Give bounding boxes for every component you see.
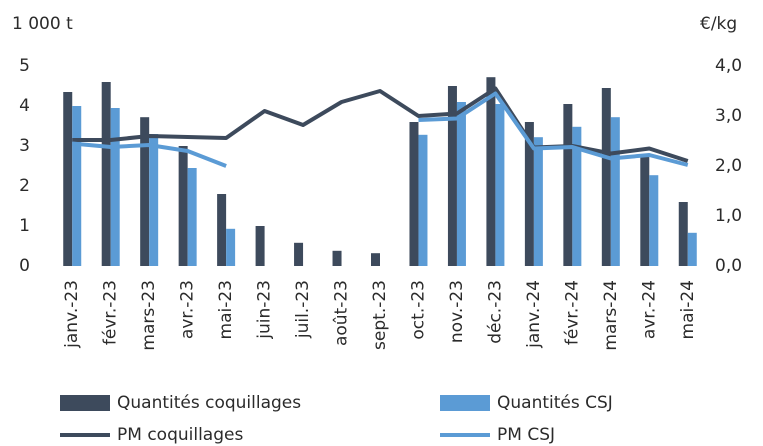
y-tick-label: 4	[19, 96, 30, 116]
line	[72, 86, 689, 163]
x-tick-label: avr.-23	[178, 280, 198, 339]
y-tick-label: 1	[19, 216, 30, 236]
x-tick-label: mai-24	[678, 280, 698, 339]
y2-tick-label: 3,0	[715, 106, 742, 126]
bar	[140, 117, 150, 266]
bar	[456, 102, 466, 266]
x-tick-label: nov.-23	[447, 280, 467, 343]
bar	[563, 104, 573, 266]
bar	[72, 106, 82, 266]
bar	[610, 117, 620, 266]
x-tick-label: janv.-24	[524, 280, 544, 349]
y2-tick-label: 4,0	[715, 56, 742, 76]
bar	[226, 228, 236, 266]
y-axis-label: 1 000 t	[12, 14, 73, 34]
legend-label: Quantités coquillages	[117, 393, 301, 413]
bar	[447, 86, 457, 266]
x-tick-label: juin-23	[255, 280, 275, 340]
bar	[63, 92, 73, 266]
line	[72, 91, 689, 168]
y2-tick-label: 0,0	[715, 256, 742, 276]
bar	[687, 232, 697, 266]
bar	[601, 88, 611, 266]
bar	[533, 137, 543, 266]
x-tick-label: oct.-23	[408, 280, 428, 340]
bar	[255, 226, 265, 266]
y2-tick-label: 2,0	[715, 156, 742, 176]
x-tick-label: avr.-24	[639, 280, 659, 339]
bar	[187, 168, 197, 266]
bar	[409, 122, 419, 266]
x-tick-label: mai-23	[216, 280, 236, 339]
x-tick-label: sept.-23	[370, 280, 390, 350]
y-tick-label: 0	[19, 256, 30, 276]
bar	[178, 146, 188, 266]
legend-swatch	[440, 395, 490, 411]
bar	[332, 250, 342, 266]
bar	[371, 253, 380, 266]
bar	[495, 104, 505, 266]
bar	[110, 108, 120, 266]
bar	[418, 134, 428, 266]
bar	[149, 134, 159, 266]
y-tick-label: 5	[19, 56, 30, 76]
bar	[217, 194, 227, 266]
bar	[101, 82, 111, 266]
x-tick-label: mars-23	[139, 280, 159, 351]
x-tick-label: mars-24	[601, 280, 621, 351]
x-tick-label: janv.-23	[62, 280, 82, 349]
legend-label: PM CSJ	[497, 425, 555, 445]
x-tick-label: juil.-23	[293, 280, 313, 339]
y2-axis-label: €/kg	[700, 14, 737, 34]
y-tick-label: 3	[19, 136, 30, 156]
x-tick-label: déc.-23	[485, 280, 505, 344]
bar	[572, 126, 582, 266]
bar	[640, 156, 650, 266]
bar	[649, 175, 659, 266]
legend-label: PM coquillages	[117, 425, 243, 445]
y2-tick-label: 1,0	[715, 206, 742, 226]
x-tick-label: févr.-23	[101, 280, 121, 345]
bar	[294, 242, 304, 266]
bar	[486, 77, 496, 266]
legend-label: Quantités CSJ	[497, 393, 613, 413]
x-tick-label: août-23	[332, 280, 352, 346]
bar	[524, 122, 534, 266]
x-tick-label: févr.-24	[562, 280, 582, 345]
legend-swatch	[60, 395, 110, 411]
y-tick-label: 2	[19, 176, 30, 196]
bar	[678, 202, 688, 266]
